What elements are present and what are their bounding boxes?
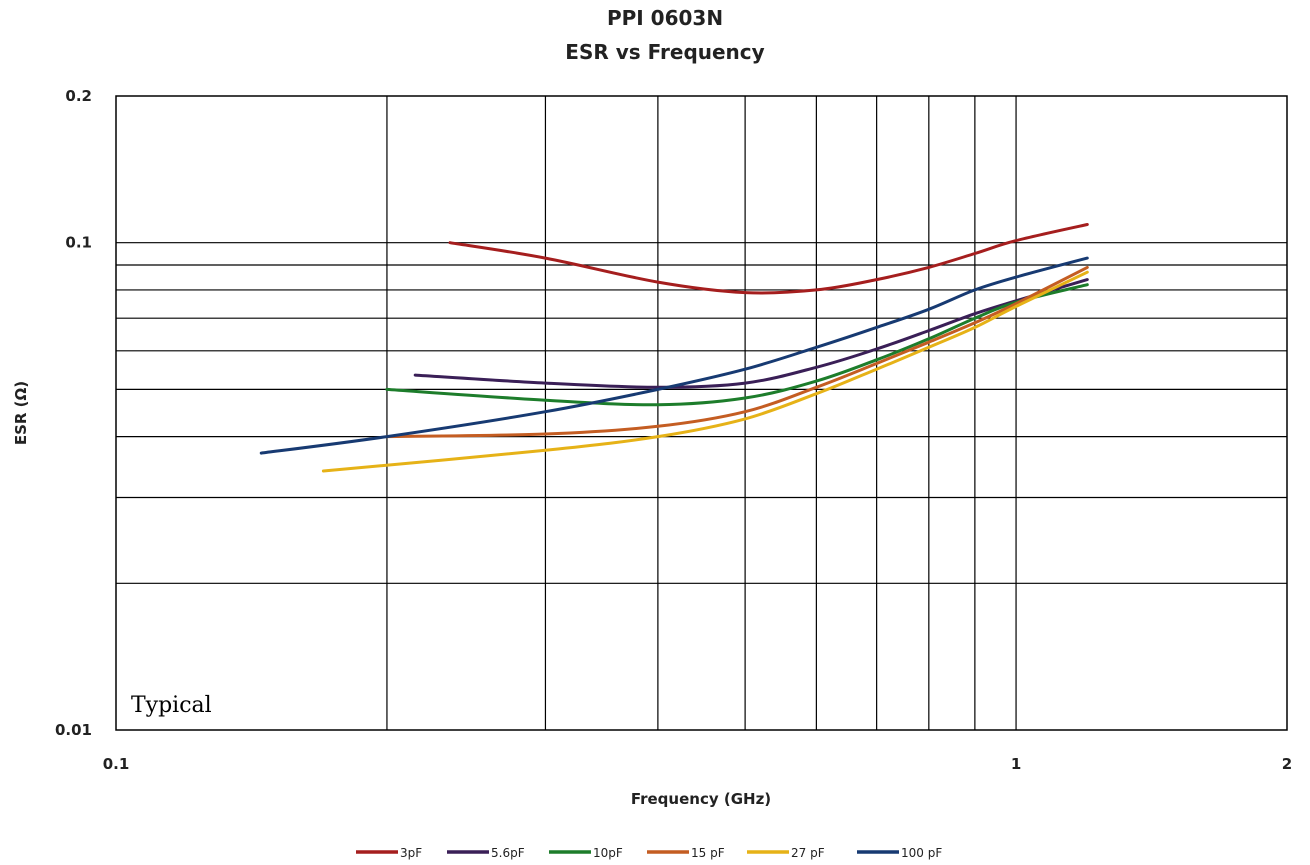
legend-label: 27 pF bbox=[791, 846, 825, 860]
series-line-10pf bbox=[385, 283, 1089, 407]
legend-label: 5.6pF bbox=[491, 846, 525, 860]
plot-area-border bbox=[115, 95, 1288, 731]
chart-title: PPI 0603N bbox=[607, 6, 723, 30]
legend-label: 15 pF bbox=[691, 846, 725, 860]
x-axis-label: Frequency (GHz) bbox=[631, 790, 771, 808]
x-tick-label: 0.1 bbox=[103, 755, 130, 773]
gridlines bbox=[116, 96, 1287, 730]
series-line-15-pf bbox=[385, 265, 1089, 439]
typical-annotation: Typical bbox=[131, 693, 212, 718]
series-line-100-pf bbox=[259, 256, 1089, 455]
series-line-27-pf bbox=[321, 270, 1089, 473]
chart-subtitle: ESR vs Frequency bbox=[565, 40, 764, 64]
series-line-5-6pf bbox=[413, 278, 1089, 389]
legend: 3pF 5.6pF 10pF 15 pF 27 pF 100 pF bbox=[356, 846, 942, 860]
x-tick-label: 1 bbox=[1011, 755, 1021, 773]
legend-label: 100 pF bbox=[901, 846, 942, 860]
y-tick-label: 0.2 bbox=[65, 87, 92, 105]
y-tick-labels: 0.01 0.1 0.2 bbox=[55, 87, 92, 739]
y-tick-label: 0.01 bbox=[55, 721, 92, 739]
series-line-3pf bbox=[448, 223, 1089, 295]
legend-label: 10pF bbox=[593, 846, 623, 860]
x-tick-label: 2 bbox=[1282, 755, 1292, 773]
series-lines bbox=[259, 223, 1089, 473]
x-tick-labels: 0.1 1 2 bbox=[103, 755, 1293, 773]
y-axis-label: ESR (Ω) bbox=[12, 381, 30, 445]
legend-label: 3pF bbox=[400, 846, 422, 860]
y-tick-label: 0.1 bbox=[65, 234, 92, 252]
